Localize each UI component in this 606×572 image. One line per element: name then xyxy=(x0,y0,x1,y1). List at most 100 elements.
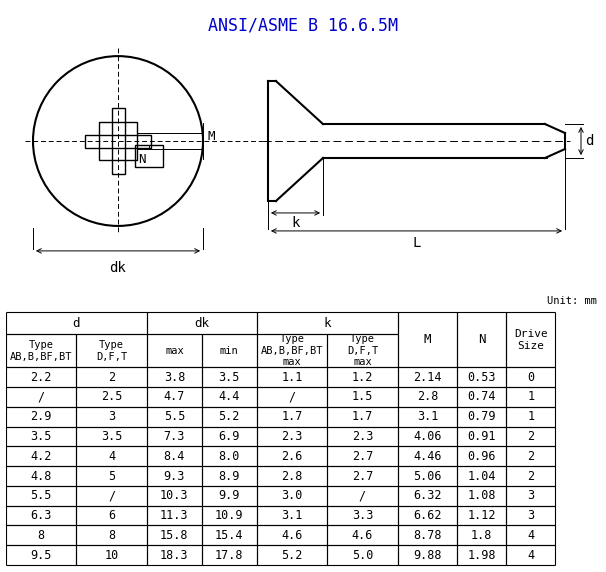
Text: Type
AB,B,BF,BT
max: Type AB,B,BF,BT max xyxy=(261,334,323,367)
Text: 2.3: 2.3 xyxy=(351,430,373,443)
Text: 17.8: 17.8 xyxy=(215,549,244,562)
Text: 6.32: 6.32 xyxy=(413,489,442,502)
Text: /: / xyxy=(38,391,45,403)
Text: 9.5: 9.5 xyxy=(30,549,52,562)
Text: k: k xyxy=(324,317,331,330)
Text: 7.3: 7.3 xyxy=(164,430,185,443)
Text: 9.9: 9.9 xyxy=(219,489,240,502)
Text: 4.6: 4.6 xyxy=(281,529,302,542)
Text: 5.5: 5.5 xyxy=(30,489,52,502)
Text: 3.8: 3.8 xyxy=(164,371,185,384)
Text: 0.74: 0.74 xyxy=(468,391,496,403)
Text: 1.1: 1.1 xyxy=(281,371,302,384)
Text: 3: 3 xyxy=(527,509,534,522)
Text: 4: 4 xyxy=(527,549,534,562)
Text: 0.96: 0.96 xyxy=(468,450,496,463)
Text: 6.3: 6.3 xyxy=(30,509,52,522)
Text: 2.5: 2.5 xyxy=(101,391,122,403)
Text: 3.1: 3.1 xyxy=(281,509,302,522)
Text: 2.3: 2.3 xyxy=(281,430,302,443)
Bar xyxy=(99,122,137,160)
Text: 2: 2 xyxy=(527,430,534,443)
Text: 3.3: 3.3 xyxy=(351,509,373,522)
Bar xyxy=(135,145,163,167)
Text: 0: 0 xyxy=(527,371,534,384)
Bar xyxy=(112,108,124,174)
Text: /: / xyxy=(108,489,115,502)
Text: 6.62: 6.62 xyxy=(413,509,442,522)
Text: L: L xyxy=(412,236,421,250)
Text: 6: 6 xyxy=(108,509,115,522)
Text: /: / xyxy=(359,489,366,502)
Text: 8.78: 8.78 xyxy=(413,529,442,542)
Text: 6.9: 6.9 xyxy=(219,430,240,443)
Text: 3: 3 xyxy=(527,489,534,502)
Text: 1.98: 1.98 xyxy=(468,549,496,562)
Text: 3.5: 3.5 xyxy=(101,430,122,443)
Text: 2.6: 2.6 xyxy=(281,450,302,463)
Text: 1.5: 1.5 xyxy=(351,391,373,403)
Text: 8.0: 8.0 xyxy=(219,450,240,463)
Text: 4: 4 xyxy=(108,450,115,463)
Text: d: d xyxy=(585,134,593,148)
Text: 8: 8 xyxy=(108,529,115,542)
Text: 5.2: 5.2 xyxy=(281,549,302,562)
Text: 5.5: 5.5 xyxy=(164,410,185,423)
Text: 2: 2 xyxy=(527,470,534,483)
Text: Type
D,F,T: Type D,F,T xyxy=(96,340,127,362)
Text: 10: 10 xyxy=(105,549,119,562)
Text: Type
AB,B,BF,BT: Type AB,B,BF,BT xyxy=(10,340,73,362)
Bar xyxy=(85,134,151,148)
Text: 2.9: 2.9 xyxy=(30,410,52,423)
Text: 3: 3 xyxy=(108,410,115,423)
Text: 2.7: 2.7 xyxy=(351,450,373,463)
Text: 0.53: 0.53 xyxy=(468,371,496,384)
Text: 9.3: 9.3 xyxy=(164,470,185,483)
Text: 4.2: 4.2 xyxy=(30,450,52,463)
Text: 10.3: 10.3 xyxy=(160,489,188,502)
Text: 4: 4 xyxy=(527,529,534,542)
Text: 4.7: 4.7 xyxy=(164,391,185,403)
Text: dk: dk xyxy=(195,317,209,330)
Text: 1.04: 1.04 xyxy=(468,470,496,483)
Text: 1.7: 1.7 xyxy=(351,410,373,423)
Text: 0.79: 0.79 xyxy=(468,410,496,423)
Text: 3.1: 3.1 xyxy=(417,410,438,423)
Text: 1.8: 1.8 xyxy=(471,529,493,542)
Text: 1.08: 1.08 xyxy=(468,489,496,502)
Text: 1.2: 1.2 xyxy=(351,371,373,384)
Text: N: N xyxy=(478,333,485,347)
Text: 0.91: 0.91 xyxy=(468,430,496,443)
Text: 18.3: 18.3 xyxy=(160,549,188,562)
Text: Unit: mm: Unit: mm xyxy=(547,296,597,306)
Text: 2.8: 2.8 xyxy=(281,470,302,483)
Text: 4.6: 4.6 xyxy=(351,529,373,542)
Text: N: N xyxy=(138,153,145,165)
Text: 2.14: 2.14 xyxy=(413,371,442,384)
Text: d: d xyxy=(73,317,80,330)
Text: 2.8: 2.8 xyxy=(417,391,438,403)
Text: k: k xyxy=(291,216,300,230)
Text: 8: 8 xyxy=(38,529,45,542)
Text: 5.06: 5.06 xyxy=(413,470,442,483)
Text: 3.5: 3.5 xyxy=(219,371,240,384)
Text: 10.9: 10.9 xyxy=(215,509,244,522)
Text: 2: 2 xyxy=(108,371,115,384)
Text: 1.7: 1.7 xyxy=(281,410,302,423)
Text: max: max xyxy=(165,346,184,356)
Text: M: M xyxy=(424,333,431,347)
Text: 15.8: 15.8 xyxy=(160,529,188,542)
Text: 2.2: 2.2 xyxy=(30,371,52,384)
Text: 15.4: 15.4 xyxy=(215,529,244,542)
Text: 5.2: 5.2 xyxy=(219,410,240,423)
Text: min: min xyxy=(220,346,239,356)
Text: 8.4: 8.4 xyxy=(164,450,185,463)
Text: 11.3: 11.3 xyxy=(160,509,188,522)
Text: 1: 1 xyxy=(527,410,534,423)
Text: M: M xyxy=(208,129,216,142)
Text: 4.4: 4.4 xyxy=(219,391,240,403)
Text: ANSI/ASME B 16.6.5M: ANSI/ASME B 16.6.5M xyxy=(208,16,398,34)
Text: Type
D,F,T
max: Type D,F,T max xyxy=(347,334,378,367)
Text: 3.5: 3.5 xyxy=(30,430,52,443)
Text: 5: 5 xyxy=(108,470,115,483)
